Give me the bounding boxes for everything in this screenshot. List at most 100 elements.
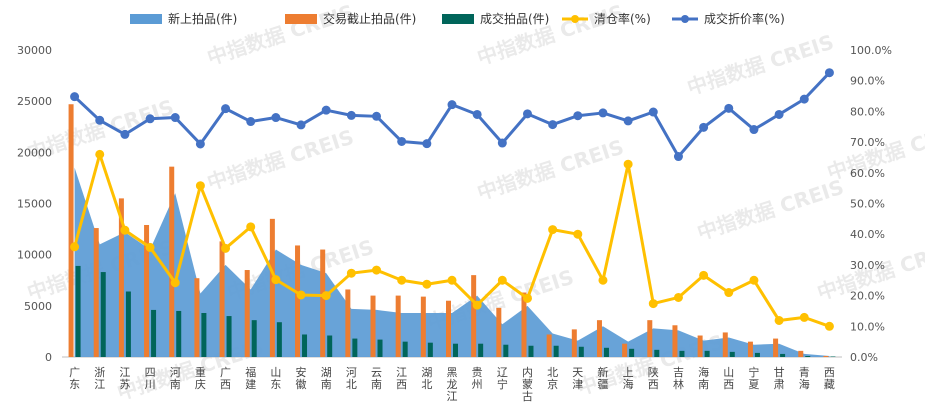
- point-clearance-rate: [195, 181, 205, 191]
- point-clearance-rate: [120, 225, 130, 235]
- legend-label: 清仓率(%): [594, 11, 651, 26]
- watermark-text: 中指数据 CREIS: [474, 0, 627, 70]
- bar-deadline-items: [219, 241, 225, 357]
- point-clearance-rate: [724, 288, 734, 298]
- bar-sold-items: [805, 355, 811, 357]
- point-discount-rate: [573, 111, 583, 121]
- x-tick-label: 陕西: [648, 365, 659, 391]
- point-clearance-rate: [145, 242, 155, 252]
- point-clearance-rate: [170, 278, 180, 288]
- bar-deadline-items: [269, 218, 275, 357]
- bar-sold-items: [553, 345, 559, 357]
- y-right-tick-label: 70.0%: [850, 136, 885, 149]
- point-discount-rate: [346, 110, 356, 120]
- y-left-tick-label: 0: [45, 351, 52, 364]
- point-clearance-rate: [648, 299, 658, 309]
- point-discount-rate: [447, 100, 457, 110]
- legend-swatch: [285, 14, 317, 24]
- bar-sold-items: [603, 347, 609, 357]
- y-left-tick-label: 5000: [24, 300, 52, 313]
- point-clearance-rate: [699, 270, 709, 280]
- point-clearance-rate: [221, 243, 231, 253]
- point-discount-rate: [246, 117, 256, 127]
- bar-deadline-items: [823, 355, 829, 357]
- bar-deadline-items: [622, 343, 628, 357]
- point-discount-rate: [824, 68, 834, 78]
- bar-sold-items: [176, 310, 182, 357]
- y-right-tick-label: 80.0%: [850, 105, 885, 118]
- bar-deadline-items: [446, 300, 451, 357]
- x-tick-label: 浙江: [94, 366, 105, 391]
- bar-deadline-items: [596, 320, 602, 357]
- point-discount-rate: [145, 114, 155, 124]
- bar-sold-items: [151, 309, 157, 357]
- plot-area: [68, 68, 836, 357]
- point-discount-rate: [422, 139, 432, 149]
- x-tick-label: 辽宁: [497, 366, 508, 391]
- x-tick-label: 贵州: [472, 366, 483, 391]
- legend-swatch: [442, 14, 474, 24]
- x-tick-label: 四川: [145, 366, 156, 391]
- bar-sold-items: [201, 312, 207, 357]
- point-clearance-rate: [422, 279, 432, 289]
- point-clearance-rate: [548, 225, 558, 235]
- bar-deadline-items: [370, 295, 376, 357]
- point-clearance-rate: [271, 275, 281, 285]
- watermark-text: 中指数据 CREIS: [694, 175, 847, 245]
- x-tick-label: 湖北: [421, 366, 432, 391]
- point-discount-rate: [522, 109, 532, 119]
- point-discount-rate: [296, 120, 306, 130]
- bar-deadline-items: [471, 275, 477, 357]
- x-tick-label: 西藏: [824, 366, 835, 391]
- point-clearance-rate: [321, 291, 331, 301]
- point-clearance-rate: [673, 292, 683, 302]
- bar-sold-items: [402, 341, 408, 357]
- bar-sold-items: [352, 338, 358, 357]
- x-tick-label: 河南: [170, 366, 181, 391]
- x-tick-label: 海南: [698, 365, 709, 391]
- point-discount-rate: [271, 113, 281, 123]
- bar-deadline-items: [571, 329, 577, 357]
- point-discount-rate: [321, 105, 331, 115]
- point-clearance-rate: [774, 315, 784, 325]
- y-left-tick-label: 30000: [17, 44, 52, 57]
- point-discount-rate: [120, 129, 130, 139]
- point-discount-rate: [397, 136, 407, 146]
- y-right-tick-label: 100.0%: [850, 44, 892, 57]
- bar-deadline-items: [773, 338, 779, 357]
- point-discount-rate: [699, 122, 709, 132]
- x-tick-label: 安徽: [296, 365, 307, 391]
- legend-swatch: [130, 14, 162, 24]
- point-discount-rate: [799, 94, 809, 104]
- bar-deadline-items: [93, 228, 99, 357]
- point-clearance-rate: [497, 275, 507, 285]
- bar-sold-items: [679, 350, 685, 357]
- bar-sold-items: [302, 334, 308, 357]
- legend-label: 新上拍品(件): [168, 11, 237, 26]
- point-clearance-rate: [598, 275, 608, 285]
- bar-sold-items: [327, 335, 333, 357]
- bar-deadline-items: [647, 320, 653, 357]
- bar-deadline-items: [118, 198, 124, 357]
- bar-sold-items: [503, 344, 509, 357]
- point-discount-rate: [497, 138, 507, 148]
- point-clearance-rate: [397, 275, 407, 285]
- y-left-tick-label: 25000: [17, 95, 52, 108]
- point-discount-rate: [724, 103, 734, 113]
- point-clearance-rate: [346, 268, 356, 278]
- x-tick-label: 甘肃: [774, 366, 785, 391]
- bar-deadline-items: [320, 249, 326, 357]
- bar-sold-items: [704, 350, 710, 357]
- legend-label: 成交拍品(件): [480, 11, 549, 26]
- x-tick-label: 山西: [723, 366, 734, 391]
- bar-deadline-items: [295, 245, 301, 357]
- x-tick-label: 宁夏: [748, 365, 759, 391]
- x-tick-label: 黑龙江: [447, 366, 458, 403]
- x-tick-label: 江苏: [119, 366, 130, 391]
- x-tick-label: 内蒙古: [522, 365, 533, 403]
- watermark-text: 中指数据 CREIS: [474, 135, 627, 205]
- point-discount-rate: [623, 116, 633, 126]
- x-tick-label: 北京: [547, 366, 558, 391]
- legend-label: 成交折价率(%): [704, 11, 785, 26]
